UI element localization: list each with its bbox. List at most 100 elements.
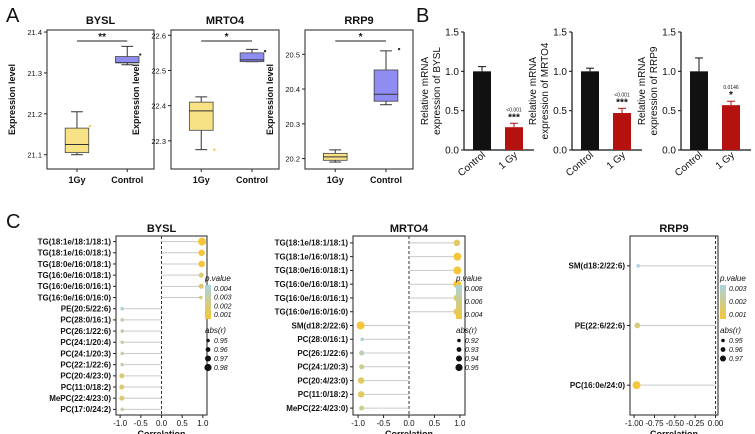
y-tick-label: 1.0: [553, 67, 567, 78]
p-value-label: <0.001: [614, 92, 630, 98]
x-tick-label: 0.0: [156, 419, 168, 428]
lollipop-point: [359, 350, 365, 356]
lipid-label: TG(18:0e/16:0/18:1): [275, 266, 349, 275]
pvalue-legend-label: 0.001: [214, 312, 232, 319]
pvalue-legend-label: 0.004: [214, 286, 232, 293]
x-tick-label: Control: [673, 150, 705, 179]
chart-title: MRTO4: [206, 15, 245, 27]
pvalue-colorbar: [456, 285, 462, 319]
lollipop-point: [120, 340, 125, 345]
lipid-label: TG(18:1e/16:0/18:1): [275, 252, 349, 261]
significance-stars: *: [225, 32, 229, 43]
lollipop-point: [198, 260, 205, 268]
absr-legend-label: 0.92: [465, 338, 479, 345]
chart-title: RRP9: [344, 15, 373, 27]
plot-frame: [170, 29, 280, 170]
y-axis-label-line: expression of BYSL: [432, 47, 443, 135]
x-tick-label: 1.0: [454, 419, 466, 428]
y-tick-label: 1.5: [445, 28, 459, 39]
x-tick-label: -0.25: [686, 419, 705, 428]
y-axis-label-line: expression of MRTO4: [540, 42, 551, 139]
lollipop-point: [120, 318, 125, 322]
box-chart-rrp9: RRP9 20.2 20.3 20.4 20.5 Expression level 1Gy C…: [265, 15, 414, 185]
absr-legend-dot: [205, 355, 211, 362]
lollipop-point: [120, 362, 125, 367]
bar-control: [473, 71, 491, 150]
lipid-label: TG(16:0e/16:0/16:0): [38, 293, 112, 302]
lollipop-point: [453, 252, 462, 261]
lollipop-point: [119, 384, 125, 390]
y-axis-label: Relative mRNAexpression of BYSL: [420, 47, 443, 135]
lollipop-point: [198, 295, 203, 300]
x-tick-label: -1.00: [625, 419, 644, 428]
x-tick-label: Control: [370, 175, 402, 185]
lipid-label: TG(16:0e/16:0/16:0): [275, 308, 349, 317]
pvalue-legend-label: 0.004: [465, 312, 483, 319]
x-tick-label: Control: [456, 150, 488, 179]
lollipop-point: [120, 329, 125, 333]
lipid-label: TG(18:1e/18:1/18:1): [275, 239, 349, 248]
absr-legend-label: 0.93: [465, 347, 479, 354]
box-chart-mrto4: MRTO4 22.3 22.4 22.5 22.6 Expression level 1Gy…: [131, 15, 280, 185]
x-axis-label: Correlation: [137, 429, 185, 434]
y-tick-label: 22.3: [151, 137, 166, 146]
y-tick-label: 1.0: [662, 67, 676, 78]
pvalue-legend-label: 0.002: [729, 299, 747, 306]
p-value-label: <0.001: [506, 107, 522, 113]
absr-legend-label: 0.98: [214, 365, 228, 372]
lollipop-point: [632, 381, 641, 390]
absr-legend-dot: [456, 347, 462, 352]
lipid-label: PC(24:1/20:4): [60, 338, 111, 347]
lollipop-chart-bysl: BYSL -1.0 -0.5 0.0 0.5 1.0 Correlation TG(18:1e…: [38, 223, 232, 434]
lollipop-point: [198, 249, 205, 257]
lollipop-point: [120, 306, 125, 311]
lollipop-point: [119, 395, 125, 401]
pvalue-legend-label: 0.003: [214, 295, 232, 302]
chart-title: BYSL: [86, 15, 116, 27]
absr-legend-dot: [720, 347, 726, 352]
y-tick-label: 0.0: [553, 146, 567, 157]
y-tick-label: 22.4: [151, 102, 166, 111]
absr-legend-dot: [720, 355, 726, 362]
pvalue-legend-label: 0.001: [729, 312, 747, 319]
chart-title: MRTO4: [390, 223, 429, 235]
y-tick-label: 20.2: [285, 155, 300, 164]
x-axis-label: Correlation: [385, 429, 433, 434]
lollipop-point: [198, 283, 204, 289]
lollipop-point: [453, 239, 461, 247]
y-tick-label: 22.5: [151, 66, 166, 75]
lipid-label: PC(26:1/22:6): [60, 327, 111, 336]
significance-stars: **: [98, 32, 106, 43]
absr-legend-dot: [204, 363, 212, 372]
lipid-label: MePC(22:4/23:0): [49, 394, 111, 403]
p-value-label: 0.0146: [723, 85, 739, 91]
absr-legend-title: abs(r): [720, 326, 741, 335]
lollipop-point: [357, 377, 365, 384]
lollipop-point: [359, 364, 365, 370]
y-axis-label: Relative mRNAexpression of MRTO4: [528, 42, 551, 139]
absr-legend-label: 0.95: [729, 338, 743, 345]
lipid-label: PC(26:1/22:6): [297, 349, 348, 358]
x-tick-label: Control: [111, 175, 143, 185]
x-tick-label: 1Gy: [327, 175, 344, 185]
y-axis-label: Relative mRNAexpression of RRP9: [637, 46, 660, 135]
lipid-label: PC(28:0/16:1): [60, 316, 111, 325]
lipid-label: PE(22:6/22:6): [575, 321, 626, 330]
y-tick-label: 0.5: [553, 106, 567, 117]
lipid-label: TG(16:0e/16:0/16:1): [275, 294, 349, 303]
y-tick-label: 22.6: [151, 31, 166, 40]
x-tick-label: -0.50: [666, 419, 685, 428]
x-tick-label: -1.0: [351, 419, 365, 428]
y-tick-label: 1.5: [662, 28, 676, 39]
x-tick-label: 0.0: [403, 419, 415, 428]
pvalue-legend-label: 0.002: [214, 303, 232, 310]
pvalue-legend-title: p.value: [719, 274, 746, 283]
outlier-point: [213, 148, 216, 151]
bar-control: [690, 71, 708, 150]
bar-1-gy: [505, 127, 523, 150]
bar-1-gy: [722, 105, 740, 150]
pvalue-legend-label: 0.003: [729, 286, 747, 293]
